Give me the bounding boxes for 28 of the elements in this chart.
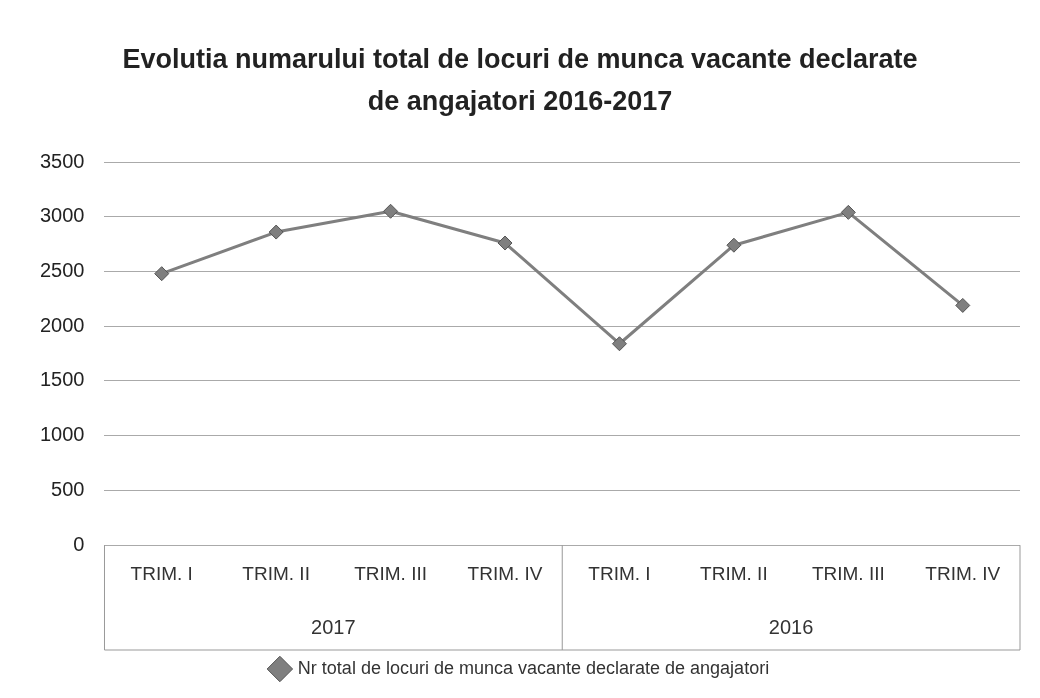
x-tick-label: TRIM. I bbox=[588, 562, 651, 584]
point bbox=[383, 203, 399, 219]
x-tick-label: TRIM. II bbox=[700, 562, 768, 584]
text: 2017 bbox=[311, 615, 356, 638]
chart-title: Evolutia numarului total de locuri de munca vacante declarate de angajatori 2016-2017 bbox=[121, 43, 919, 118]
y-tick-label: 2500 bbox=[39, 259, 85, 281]
x-tick-label: TRIM. IV bbox=[467, 562, 543, 584]
y-tick-label: 3000 bbox=[39, 204, 85, 227]
legend-label: Nr total de locuri de munca vacante declarate de angajatori bbox=[297, 657, 770, 678]
y-tick-label: 1000 bbox=[39, 423, 85, 446]
y-tick-label: 3500 bbox=[39, 149, 85, 172]
y-tick-label: 2000 bbox=[39, 313, 85, 336]
point bbox=[955, 297, 971, 313]
point bbox=[497, 235, 513, 251]
text: 2016 bbox=[768, 615, 814, 638]
point bbox=[611, 336, 627, 352]
x-tick-label: TRIM. III bbox=[354, 562, 427, 584]
point bbox=[726, 237, 742, 253]
y-tick-label: 500 bbox=[51, 477, 85, 500]
point bbox=[840, 204, 856, 220]
x-tick-label: TRIM. I bbox=[130, 562, 193, 584]
y-tick-label: 1500 bbox=[39, 368, 85, 391]
x-tick-label: TRIM. IV bbox=[925, 562, 1001, 584]
x-tick-label: TRIM. III bbox=[811, 562, 885, 584]
x-tick-label: TRIM. II bbox=[242, 562, 310, 584]
point bbox=[154, 266, 170, 282]
point bbox=[268, 224, 284, 240]
y-tick-label: 0 bbox=[73, 532, 85, 555]
